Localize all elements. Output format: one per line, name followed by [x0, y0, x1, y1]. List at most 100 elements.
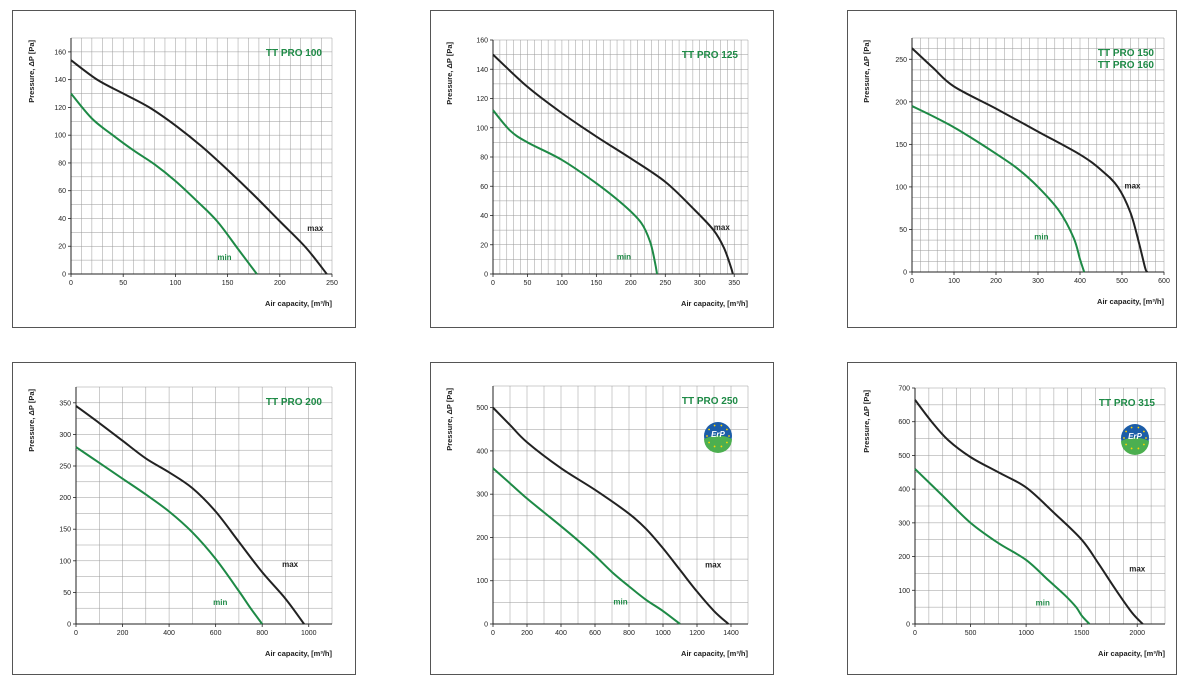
- y-tick-label: 600: [898, 419, 910, 426]
- erp-badge-star: [1137, 426, 1140, 429]
- series-line-max: [75, 405, 305, 625]
- x-tick-label: 200: [625, 280, 637, 287]
- x-tick-label: 0: [491, 280, 495, 287]
- x-tick-label: 250: [326, 280, 338, 287]
- x-tick-label: 200: [274, 280, 286, 287]
- y-tick-label: 0: [484, 622, 488, 629]
- x-tick-label: 200: [117, 630, 129, 637]
- y-tick-label: 40: [58, 216, 66, 223]
- chart-4: 0 200 400 600 800 1000 0 50 100 150 200 250 300 350 Ai…: [12, 362, 356, 675]
- erp-badge-star: [706, 435, 708, 437]
- chart-6: 0 500 1000 1500 2000 0 100 200 300 400 500 600 700 Ai…: [847, 362, 1177, 675]
- series-label-min: min: [617, 252, 631, 261]
- x-tick-label: 400: [163, 630, 175, 637]
- series-label-max: max: [1124, 182, 1141, 191]
- y-tick-label: 150: [895, 142, 907, 149]
- y-tick-label: 20: [480, 242, 488, 249]
- erp-badge-icon: ErP: [1121, 424, 1149, 455]
- y-tick-label: 700: [898, 386, 910, 393]
- y-tick-label: 400: [476, 448, 488, 455]
- y-tick-label: 200: [895, 99, 907, 106]
- x-tick-label: 0: [491, 630, 495, 637]
- chart-frame: [430, 362, 774, 675]
- y-tick-label: 100: [54, 133, 66, 140]
- x-tick-label: 400: [555, 630, 567, 637]
- y-tick-label: 140: [54, 77, 66, 84]
- x-tick-label: 0: [913, 630, 917, 637]
- y-tick-label: 80: [58, 160, 66, 167]
- y-tick-label: 200: [898, 554, 910, 561]
- erp-badge-star: [1137, 447, 1140, 450]
- erp-badge-star: [720, 445, 723, 448]
- erp-badge-star: [708, 441, 711, 444]
- y-tick-label: 300: [59, 432, 71, 439]
- y-tick-label: 500: [898, 453, 910, 460]
- y-tick-label: 400: [898, 487, 910, 494]
- y-tick-label: 100: [476, 125, 488, 132]
- y-tick-label: 140: [476, 67, 488, 74]
- erp-badge-star: [1130, 447, 1133, 450]
- erp-badge-wave: [1121, 437, 1149, 455]
- x-tick-label: 500: [1116, 278, 1128, 285]
- model-title: TT PRO 315: [1099, 398, 1156, 409]
- x-tick-label: 1200: [689, 630, 705, 637]
- y-tick-label: 160: [476, 38, 488, 45]
- y-tick-label: 20: [58, 244, 66, 251]
- series-label-max: max: [282, 560, 299, 569]
- erp-badge-wave: [704, 435, 732, 453]
- y-tick-label: 0: [484, 272, 488, 279]
- series-line-min: [492, 467, 681, 625]
- x-axis-label: Air capacity, [m³/h]: [681, 649, 748, 658]
- x-tick-label: 600: [210, 630, 222, 637]
- y-tick-label: 100: [895, 184, 907, 191]
- x-tick-label: 150: [222, 280, 234, 287]
- x-tick-label: 50: [119, 280, 127, 287]
- model-title-line: TT PRO 200: [266, 397, 323, 408]
- x-tick-label: 800: [256, 630, 268, 637]
- y-axis-label: Pressure, ΔP [Pa]: [445, 388, 454, 451]
- x-tick-label: 200: [521, 630, 533, 637]
- x-tick-label: 50: [524, 280, 532, 287]
- x-tick-label: 800: [623, 630, 635, 637]
- erp-badge-star: [728, 435, 730, 437]
- model-title-line: TT PRO 315: [1099, 398, 1156, 409]
- x-tick-label: 500: [965, 630, 977, 637]
- series-line-max: [914, 399, 1144, 625]
- erp-badge-icon: ErP: [704, 422, 732, 453]
- series-line-min: [75, 446, 263, 625]
- model-title-line: TT PRO 150: [1098, 48, 1155, 59]
- erp-badge-star: [725, 428, 728, 431]
- erp-badge-star: [720, 424, 723, 427]
- series-line-min: [70, 92, 258, 275]
- y-tick-label: 160: [54, 49, 66, 56]
- model-title-line: TT PRO 250: [682, 396, 739, 407]
- series-line-max: [492, 406, 730, 625]
- x-tick-label: 150: [591, 280, 603, 287]
- erp-badge-star: [725, 441, 728, 444]
- y-axis-label: Pressure, ΔP [Pa]: [27, 389, 36, 452]
- x-tick-label: 100: [170, 280, 182, 287]
- y-tick-label: 250: [895, 57, 907, 64]
- series-line-max: [70, 59, 328, 275]
- series-label-min: min: [217, 253, 231, 262]
- series-label-max: max: [1129, 565, 1146, 574]
- x-tick-label: 400: [1074, 278, 1086, 285]
- chart-3: 0 100 200 300 400 500 600 0 50 100 150 200 250 Air ca…: [847, 10, 1177, 328]
- y-tick-label: 100: [59, 558, 71, 565]
- x-tick-label: 0: [74, 630, 78, 637]
- y-tick-label: 60: [480, 184, 488, 191]
- erp-badge-star: [713, 424, 716, 427]
- x-axis-label: Air capacity, [m³/h]: [265, 649, 332, 658]
- series-label-min: min: [1036, 598, 1050, 607]
- y-tick-label: 0: [67, 622, 71, 629]
- x-axis-label: Air capacity, [m³/h]: [681, 299, 748, 308]
- y-tick-label: 300: [476, 492, 488, 499]
- grid: [492, 39, 749, 275]
- erp-badge-star: [1142, 443, 1145, 446]
- erp-badge-star: [713, 445, 716, 448]
- x-tick-label: 600: [1158, 278, 1170, 285]
- x-tick-label: 1500: [1074, 630, 1090, 637]
- y-tick-label: 100: [898, 588, 910, 595]
- x-axis-label: Air capacity, [m³/h]: [1097, 297, 1164, 306]
- x-tick-label: 0: [910, 278, 914, 285]
